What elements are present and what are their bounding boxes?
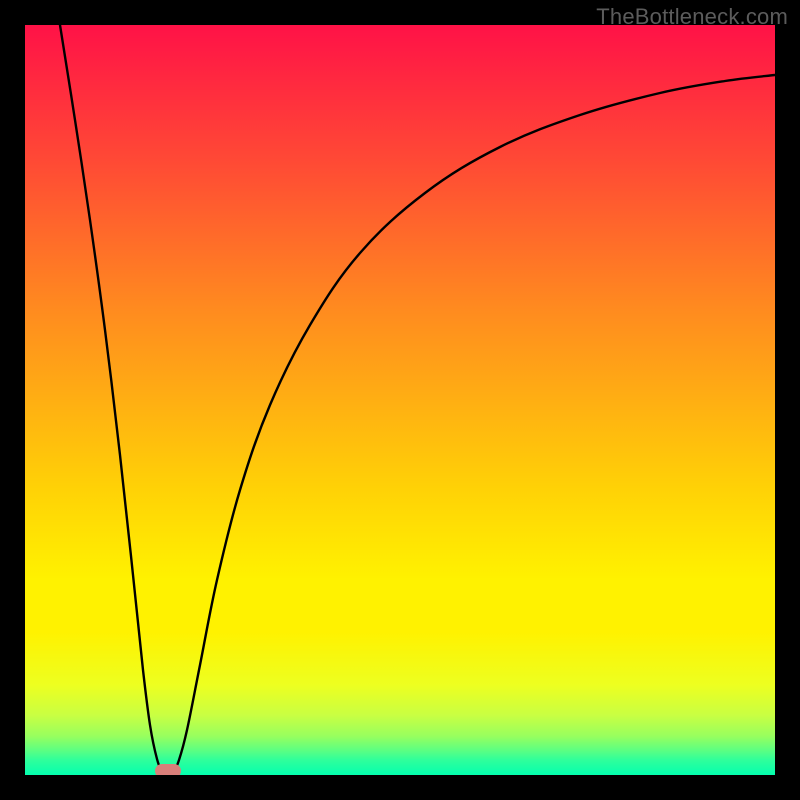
watermark-text: TheBottleneck.com (596, 4, 788, 30)
chart-container: TheBottleneck.com (0, 0, 800, 800)
optimal-marker (155, 764, 181, 775)
bottleneck-curve (25, 25, 775, 775)
plot-area (25, 25, 775, 775)
